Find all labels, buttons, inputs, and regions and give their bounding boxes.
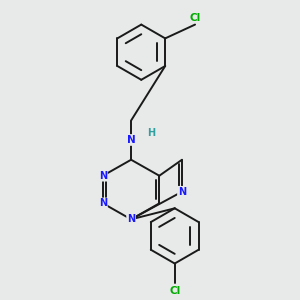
- Text: Cl: Cl: [189, 13, 201, 22]
- Text: N: N: [99, 171, 107, 181]
- Text: N: N: [127, 135, 136, 145]
- Text: N: N: [127, 214, 135, 224]
- Text: H: H: [147, 128, 155, 138]
- Text: N: N: [178, 187, 186, 197]
- Text: N: N: [99, 198, 107, 208]
- Text: Cl: Cl: [169, 286, 180, 296]
